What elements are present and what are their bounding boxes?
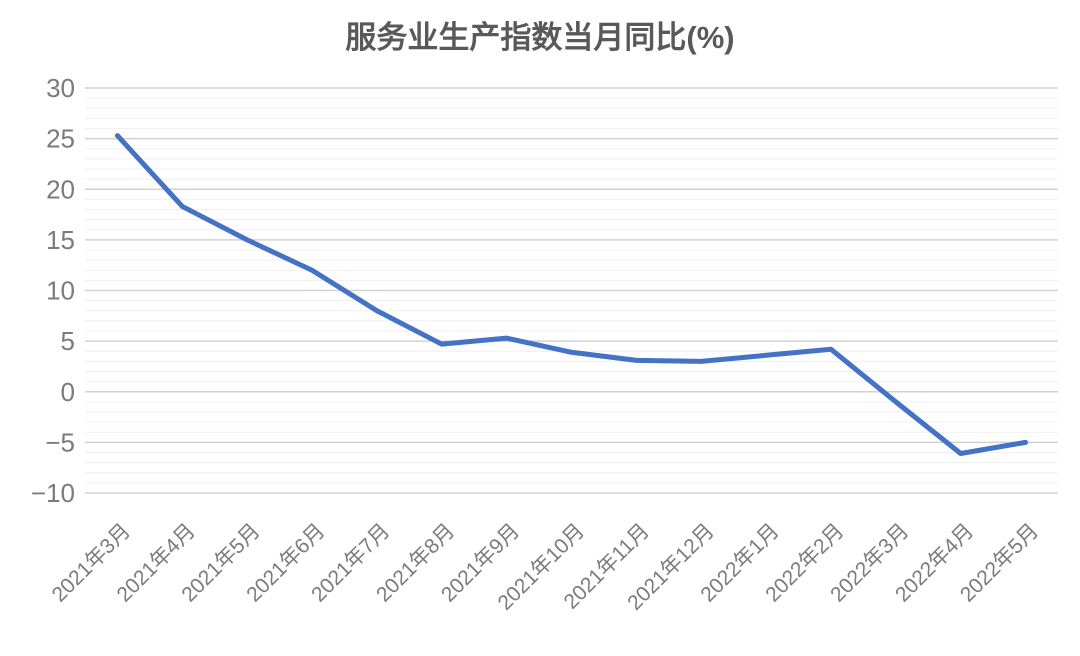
y-tick-label: 30 <box>46 73 75 103</box>
y-tick-label: 15 <box>46 225 75 255</box>
series-line <box>114 133 1029 457</box>
y-tick-label: −5 <box>45 427 75 457</box>
y-tick-label: 5 <box>61 326 75 356</box>
y-tick-label: 0 <box>61 377 75 407</box>
gridlines-group <box>85 87 1058 494</box>
y-tick-label: 20 <box>46 174 75 204</box>
x-axis-labels-group: 2021年3月2021年4月2021年5月2021年6月2021年7月2021年… <box>48 519 1043 615</box>
chart-title: 服务业生产指数当月同比(%) <box>345 20 734 55</box>
y-tick-label: −10 <box>31 478 75 508</box>
data-series-group <box>114 133 1029 457</box>
y-axis-labels-group: 30 25 20 15 10 5 0 −5 −10 <box>31 73 75 508</box>
y-tick-label: 10 <box>46 276 75 306</box>
y-tick-label: 25 <box>46 124 75 154</box>
